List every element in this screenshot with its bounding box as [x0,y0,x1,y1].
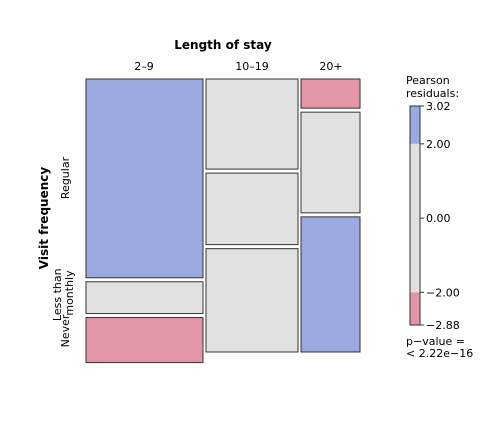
legend-title-line2: residuals: [406,87,459,100]
legend-band-2 [410,292,420,325]
legend-tick-label: 2.00 [426,138,451,151]
mosaic-cell-20-regular-bottom [300,111,361,214]
mosaic-cell-10-19-never [205,248,299,353]
mosaic-cell-2-9-never [85,317,204,364]
row-label-less-than-monthly: Less than monthly [51,265,76,321]
p-value-line1: p−value = [406,335,465,348]
mosaic-cell-2-9-less-than-monthly [85,281,204,315]
mosaic-cells [85,78,361,364]
column-label-2-9: 2–9 [134,60,154,73]
row-label-less-than: Less than [51,268,64,321]
row-label-regular: Regular [59,156,72,199]
x-axis-title: Length of stay [174,38,272,52]
column-label-10-19: 10–19 [235,60,269,73]
legend-band-1 [410,143,420,293]
mosaic-cell-2-9-regular [85,78,204,279]
column-label-20plus: 20+ [319,60,342,73]
y-axis-title: Visit frequency [37,167,51,270]
mosaic-cell-10-19-less-than-monthly [205,172,299,246]
legend-bar-frame [409,105,421,326]
legend-title-line1: Pearson [406,74,450,87]
legend-band-0 [410,106,420,144]
legend-tick-label: 3.02 [426,100,451,113]
mosaic-cell-20-regular-top [300,78,361,109]
legend-tick-label: −2.88 [426,319,460,332]
row-label-monthly: monthly [63,270,76,316]
mosaic-cell-10-19-regular [205,78,299,170]
mosaic-cell-20-never [300,216,361,353]
legend-tick-label: 0.00 [426,212,451,225]
legend-tick-label: −2.00 [426,286,460,299]
row-label-never: Never [59,314,72,347]
p-value-line2: < 2.22e−16 [406,347,473,360]
legend-color-bar: 3.02 2.00 0.00 −2.00 −2.88 [409,100,460,332]
